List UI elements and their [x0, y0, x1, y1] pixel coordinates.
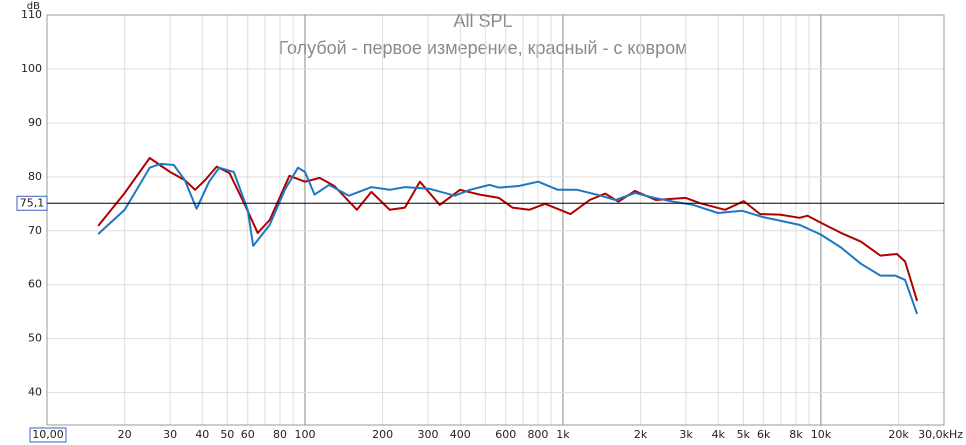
- x-tick-label: 40: [195, 428, 209, 441]
- chart-title: All SPL: [453, 11, 512, 31]
- y-tick-label: 90: [28, 116, 42, 129]
- x-tick-label: 2k: [634, 428, 648, 441]
- x-start-box: [29, 427, 67, 443]
- x-tick-label: 80: [273, 428, 287, 441]
- y-tick-label: 100: [21, 62, 42, 75]
- x-end-label: 30,0kHz: [918, 428, 963, 441]
- x-tick-label: 200: [372, 428, 393, 441]
- y-axis-label: dB: [27, 1, 40, 12]
- y-tick-label: 40: [28, 386, 42, 399]
- y-tick-label: 70: [28, 224, 42, 237]
- x-tick-label: 50: [220, 428, 234, 441]
- x-tick-label: 100: [294, 428, 315, 441]
- x-tick-label: 300: [418, 428, 439, 441]
- x-start-label: 10,00: [32, 428, 64, 441]
- x-tick-label: 30: [163, 428, 177, 441]
- x-tick-label: 1k: [556, 428, 570, 441]
- x-tick-label: 4k: [712, 428, 726, 441]
- x-tick-label: 400: [450, 428, 471, 441]
- x-tick-label: 6k: [757, 428, 771, 441]
- x-tick-label: 60: [241, 428, 255, 441]
- series-line: [97, 157, 919, 302]
- y-tick-label: 80: [28, 170, 42, 183]
- cursor-box: [16, 195, 48, 211]
- y-tick-label: 50: [28, 332, 42, 345]
- x-tick-label: 800: [527, 428, 548, 441]
- cursor-label: 75,1: [20, 196, 45, 209]
- x-tick-label: 10k: [811, 428, 832, 441]
- x-tick-label: 3k: [679, 428, 693, 441]
- plot-frame: [46, 14, 945, 426]
- x-tick-label: 5k: [737, 428, 751, 441]
- y-tick-label: 60: [28, 278, 42, 291]
- x-tick-label: 20: [118, 428, 132, 441]
- y-tick-label: 110: [21, 8, 42, 21]
- x-tick-label: 20k: [888, 428, 909, 441]
- series-line: [97, 162, 919, 315]
- chart-subtitle: Голубой - первое измерение, красный - с …: [279, 38, 688, 58]
- x-tick-label: 600: [495, 428, 516, 441]
- x-tick-label: 8k: [789, 428, 803, 441]
